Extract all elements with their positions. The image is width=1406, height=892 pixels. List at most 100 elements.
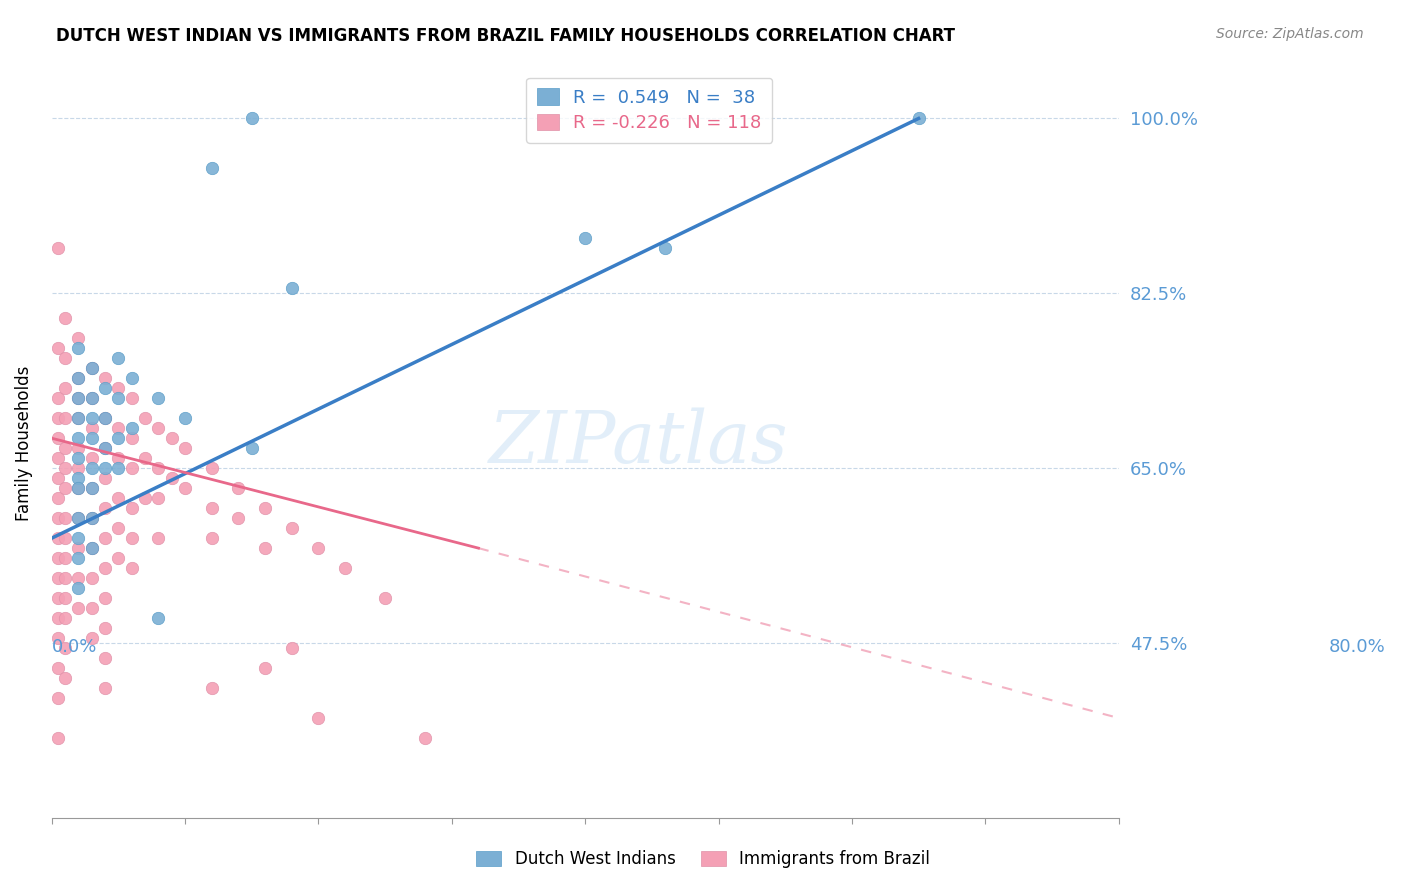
Point xyxy=(94,561,117,575)
Point xyxy=(148,391,170,405)
Point xyxy=(53,511,76,525)
Point xyxy=(107,391,129,405)
Point xyxy=(80,481,103,495)
Point xyxy=(121,561,143,575)
Point xyxy=(53,311,76,326)
Point xyxy=(67,531,90,545)
Point xyxy=(121,391,143,405)
Point xyxy=(53,411,76,425)
Point xyxy=(107,381,129,395)
Point xyxy=(48,551,70,566)
Text: DUTCH WEST INDIAN VS IMMIGRANTS FROM BRAZIL FAMILY HOUSEHOLDS CORRELATION CHART: DUTCH WEST INDIAN VS IMMIGRANTS FROM BRA… xyxy=(56,27,955,45)
Point xyxy=(107,351,129,366)
Point xyxy=(333,561,356,575)
Point xyxy=(48,531,70,545)
Point xyxy=(134,451,156,466)
Point xyxy=(80,411,103,425)
Point xyxy=(94,621,117,635)
Point xyxy=(228,481,250,495)
Point xyxy=(201,531,224,545)
Point xyxy=(94,591,117,606)
Point xyxy=(148,611,170,625)
Legend: Dutch West Indians, Immigrants from Brazil: Dutch West Indians, Immigrants from Braz… xyxy=(470,844,936,875)
Point xyxy=(121,371,143,385)
Point xyxy=(80,631,103,645)
Point xyxy=(48,731,70,745)
Point xyxy=(94,371,117,385)
Point xyxy=(48,591,70,606)
Point xyxy=(148,461,170,475)
Point xyxy=(53,641,76,656)
Point xyxy=(48,491,70,505)
Point xyxy=(67,391,90,405)
Point xyxy=(94,501,117,516)
Point xyxy=(121,431,143,445)
Point xyxy=(413,731,436,745)
Point xyxy=(308,711,330,725)
Point xyxy=(48,691,70,706)
Point xyxy=(67,581,90,595)
Point xyxy=(94,681,117,695)
Point xyxy=(53,571,76,585)
Point xyxy=(254,541,277,556)
Point xyxy=(160,471,183,485)
Text: 0.0%: 0.0% xyxy=(52,638,97,657)
Point xyxy=(80,421,103,435)
Point xyxy=(94,381,117,395)
Point xyxy=(254,501,277,516)
Point xyxy=(201,161,224,176)
Point xyxy=(67,481,90,495)
Point xyxy=(94,411,117,425)
Point xyxy=(67,431,90,445)
Point xyxy=(48,511,70,525)
Text: ZIPatlas: ZIPatlas xyxy=(489,408,789,478)
Point xyxy=(107,451,129,466)
Point xyxy=(53,441,76,455)
Point xyxy=(107,521,129,535)
Point xyxy=(121,501,143,516)
Point xyxy=(53,461,76,475)
Point xyxy=(53,591,76,606)
Point xyxy=(80,511,103,525)
Point xyxy=(107,461,129,475)
Point xyxy=(94,461,117,475)
Text: 80.0%: 80.0% xyxy=(1329,638,1385,657)
Point xyxy=(48,391,70,405)
Point xyxy=(308,541,330,556)
Y-axis label: Family Households: Family Households xyxy=(15,366,32,521)
Point xyxy=(80,461,103,475)
Point xyxy=(107,551,129,566)
Point xyxy=(148,421,170,435)
Point xyxy=(48,611,70,625)
Point xyxy=(48,241,70,255)
Point xyxy=(80,571,103,585)
Point xyxy=(48,431,70,445)
Point xyxy=(94,441,117,455)
Point xyxy=(654,241,676,255)
Point xyxy=(80,361,103,376)
Legend: R =  0.549   N =  38, R = -0.226   N = 118: R = 0.549 N = 38, R = -0.226 N = 118 xyxy=(526,78,772,143)
Point xyxy=(67,511,90,525)
Point xyxy=(107,491,129,505)
Point xyxy=(67,541,90,556)
Point xyxy=(281,281,304,295)
Point xyxy=(94,471,117,485)
Point xyxy=(174,441,197,455)
Point xyxy=(80,391,103,405)
Point xyxy=(121,461,143,475)
Point xyxy=(201,461,224,475)
Point xyxy=(67,461,90,475)
Point xyxy=(67,411,90,425)
Point xyxy=(254,661,277,675)
Point xyxy=(67,371,90,385)
Point xyxy=(574,231,596,245)
Point xyxy=(174,481,197,495)
Point xyxy=(67,511,90,525)
Point xyxy=(80,481,103,495)
Point xyxy=(48,661,70,675)
Point xyxy=(240,112,263,126)
Point xyxy=(374,591,396,606)
Text: Source: ZipAtlas.com: Source: ZipAtlas.com xyxy=(1216,27,1364,41)
Point xyxy=(80,451,103,466)
Point xyxy=(94,651,117,665)
